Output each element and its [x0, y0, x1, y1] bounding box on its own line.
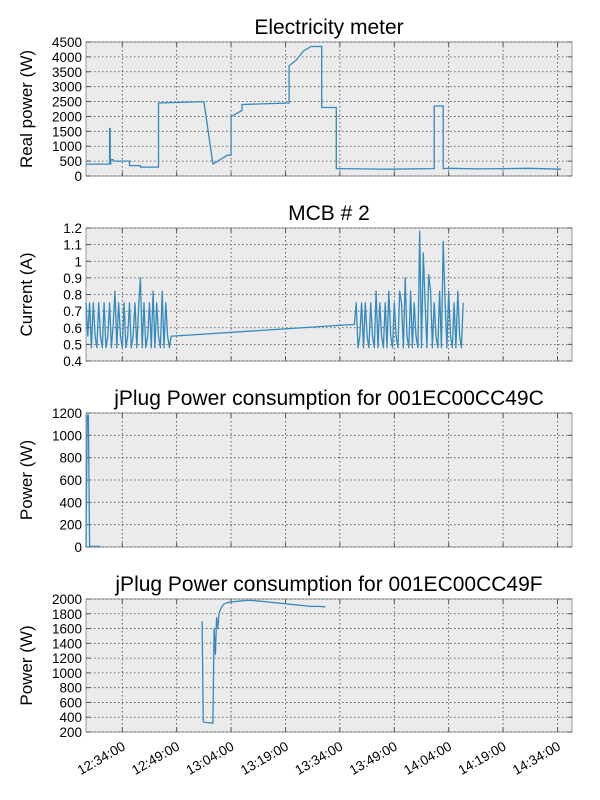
- y-tick-label: 800: [59, 451, 82, 466]
- series-line: [85, 414, 101, 548]
- y-axis-label: Real power (W): [17, 50, 36, 168]
- chart-title: MCB # 2: [288, 202, 370, 225]
- y-tick-label: 3000: [52, 80, 82, 95]
- y-tick-label: 200: [59, 725, 82, 740]
- y-tick-label: 1000: [52, 666, 82, 681]
- y-tick-label: 1: [74, 254, 82, 269]
- x-tick-label: 13:19:00: [238, 739, 291, 778]
- y-tick-label: 1200: [52, 406, 82, 421]
- y-tick-label: 2000: [52, 109, 82, 124]
- y-tick-label: 1.2: [63, 221, 82, 236]
- y-tick-label: 0.5: [63, 337, 82, 352]
- y-tick-label: 0: [74, 540, 82, 555]
- y-tick-label: 3500: [52, 65, 82, 80]
- y-tick-label: 200: [59, 518, 82, 533]
- y-tick-label: 1000: [52, 139, 82, 154]
- series-line: [86, 45, 562, 170]
- series-line: [201, 599, 326, 724]
- chart-title: jPlug Power consumption for 001EC00CC49F: [114, 573, 542, 596]
- x-tick-label: 13:04:00: [184, 739, 237, 778]
- y-tick-label: 0.4: [63, 354, 82, 369]
- y-tick-label: 4000: [52, 50, 82, 65]
- y-tick-label: 1.1: [63, 238, 82, 253]
- x-tick-label: 12:34:00: [75, 739, 128, 778]
- y-tick-label: 0.9: [63, 271, 82, 286]
- y-tick-label: 1600: [52, 622, 82, 637]
- x-tick-label: 13:49:00: [347, 739, 400, 778]
- y-axis-label: Power (W): [17, 625, 36, 705]
- x-tick-label: 14:19:00: [456, 739, 509, 778]
- x-tick-label: 12:49:00: [129, 739, 182, 778]
- x-tick-label: 14:04:00: [401, 739, 454, 778]
- y-tick-label: 0.7: [63, 304, 82, 319]
- plot-area-1: [85, 41, 573, 177]
- y-tick-label: 0.8: [63, 288, 82, 303]
- y-tick-label: 2000: [52, 592, 82, 607]
- plot-area-4: [85, 598, 573, 733]
- y-tick-label: 0.6: [63, 321, 82, 336]
- x-tick-label: 14:34:00: [510, 739, 563, 778]
- y-tick-label: 1500: [52, 124, 82, 139]
- series-line: [85, 230, 464, 349]
- chart-title: Electricity meter: [254, 16, 403, 39]
- y-tick-label: 2500: [52, 95, 82, 110]
- y-tick-label: 1800: [52, 607, 82, 622]
- y-axis-label: Power (W): [17, 440, 36, 520]
- y-tick-label: 400: [59, 710, 82, 725]
- y-tick-label: 1400: [52, 636, 82, 651]
- y-tick-label: 600: [59, 473, 82, 488]
- y-tick-label: 500: [59, 154, 82, 169]
- y-tick-label: 0: [74, 169, 82, 184]
- y-tick-label: 1200: [52, 651, 82, 666]
- y-tick-label: 1000: [52, 428, 82, 443]
- y-tick-label: 600: [59, 695, 82, 710]
- y-axis-label: Current (A): [17, 252, 36, 336]
- x-tick-label: 13:34:00: [292, 739, 345, 778]
- y-tick-label: 4500: [52, 35, 82, 50]
- y-tick-label: 800: [59, 681, 82, 696]
- y-tick-label: 400: [59, 495, 82, 510]
- chart-title: jPlug Power consumption for 001EC00CC49C: [113, 387, 544, 410]
